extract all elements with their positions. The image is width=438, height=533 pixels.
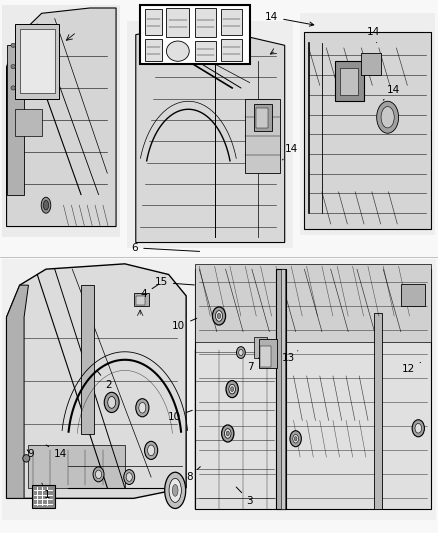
Bar (7, 45, 24, 195)
Text: 13: 13 (282, 351, 298, 363)
Bar (261, 345, 272, 367)
Bar (15, 109, 42, 136)
Ellipse shape (222, 425, 234, 442)
Text: 8: 8 (186, 467, 200, 482)
Ellipse shape (294, 437, 297, 441)
Polygon shape (136, 24, 285, 243)
Text: 10: 10 (168, 410, 192, 422)
Ellipse shape (415, 423, 421, 433)
Ellipse shape (237, 346, 245, 358)
Bar (136, 296, 145, 305)
Polygon shape (7, 8, 116, 227)
Text: 15: 15 (155, 278, 194, 287)
Ellipse shape (41, 197, 51, 213)
Bar (335, 61, 364, 101)
Bar (20, 29, 55, 93)
Ellipse shape (145, 441, 158, 459)
Ellipse shape (139, 402, 146, 413)
Bar (191, 259, 436, 520)
Ellipse shape (239, 349, 243, 356)
Bar (2, 259, 191, 520)
Ellipse shape (136, 399, 149, 417)
Ellipse shape (95, 470, 102, 479)
Polygon shape (7, 285, 28, 498)
Bar (166, 8, 189, 37)
Text: 14: 14 (283, 144, 298, 160)
Ellipse shape (293, 434, 299, 443)
Ellipse shape (229, 384, 236, 394)
Ellipse shape (126, 473, 132, 481)
Bar (15, 24, 59, 99)
Ellipse shape (124, 470, 134, 484)
Ellipse shape (11, 64, 15, 69)
Polygon shape (195, 269, 431, 509)
Text: 7: 7 (247, 358, 259, 372)
Bar (340, 68, 358, 95)
Bar (127, 21, 293, 248)
Polygon shape (7, 264, 186, 498)
Bar (221, 39, 242, 61)
Bar (2, 5, 120, 237)
Ellipse shape (290, 431, 301, 447)
Text: 2: 2 (97, 371, 112, 390)
Ellipse shape (169, 479, 181, 502)
Bar (140, 5, 250, 64)
Bar (281, 269, 285, 509)
Text: 10: 10 (172, 318, 197, 331)
Text: 1: 1 (42, 483, 51, 499)
Ellipse shape (108, 397, 116, 408)
Text: 3: 3 (236, 487, 253, 506)
Ellipse shape (226, 381, 238, 398)
Bar (300, 13, 435, 235)
Ellipse shape (173, 484, 178, 496)
Bar (145, 39, 162, 61)
Ellipse shape (217, 313, 221, 319)
Bar (195, 41, 216, 61)
Ellipse shape (225, 429, 231, 438)
Ellipse shape (381, 107, 394, 128)
Bar (254, 104, 272, 131)
Text: 9: 9 (27, 449, 34, 459)
Bar (221, 9, 242, 35)
Text: 14: 14 (367, 27, 380, 43)
Ellipse shape (215, 311, 223, 321)
Bar (195, 264, 431, 342)
Ellipse shape (231, 387, 234, 391)
Text: 6: 6 (131, 243, 200, 253)
Bar (254, 337, 267, 358)
Bar (245, 99, 280, 173)
Bar (145, 9, 162, 35)
Bar (81, 285, 94, 434)
Ellipse shape (148, 445, 155, 456)
Bar (361, 53, 381, 75)
Text: 14: 14 (46, 445, 67, 459)
Ellipse shape (212, 307, 226, 325)
Bar (276, 269, 286, 509)
Bar (134, 293, 149, 306)
Ellipse shape (23, 455, 30, 462)
Ellipse shape (11, 43, 15, 47)
Bar (374, 313, 382, 509)
Ellipse shape (11, 86, 15, 90)
Text: 14: 14 (383, 85, 400, 100)
Ellipse shape (43, 200, 49, 210)
Polygon shape (304, 32, 431, 229)
Bar (401, 284, 425, 305)
Bar (28, 445, 125, 488)
Bar (256, 108, 268, 128)
Ellipse shape (166, 41, 189, 61)
Ellipse shape (377, 101, 399, 133)
Ellipse shape (104, 392, 119, 413)
Bar (259, 339, 277, 368)
Ellipse shape (412, 420, 424, 437)
Ellipse shape (165, 472, 186, 508)
Text: 14: 14 (265, 12, 314, 26)
Bar (195, 8, 216, 37)
Ellipse shape (93, 467, 104, 482)
Ellipse shape (226, 431, 230, 436)
Bar (32, 485, 55, 508)
Text: 4: 4 (140, 285, 158, 299)
Text: 12: 12 (402, 362, 420, 374)
